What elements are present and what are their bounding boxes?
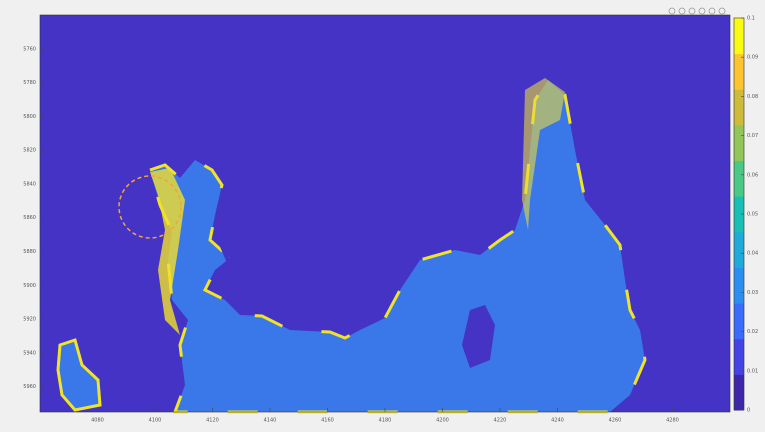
toolbar-icon[interactable]: [689, 8, 695, 14]
colorbar-tick-label: 0.09: [747, 55, 758, 61]
toolbar-icon[interactable]: [709, 8, 715, 14]
y-tick-label: 5880: [23, 249, 36, 255]
toolbar-icon[interactable]: [719, 8, 725, 14]
toolbar-icon[interactable]: [679, 8, 685, 14]
colorbar-tick-label: 0.05: [747, 212, 758, 218]
colorbar-tick-label: 0.02: [747, 329, 758, 335]
colorbar-segment: [734, 125, 744, 161]
y-tick-label: 5860: [23, 215, 36, 221]
y-tick-label: 5960: [23, 384, 36, 390]
colorbar-segment: [734, 232, 744, 268]
x-tick-label: 4200: [436, 418, 449, 424]
colorbar-tick-label: 0.03: [747, 290, 758, 296]
colorbar-segment: [734, 89, 744, 125]
colorbar-tick-label: 0.07: [747, 133, 758, 139]
x-tick-label: 4080: [91, 418, 104, 424]
toolbar-icon[interactable]: [669, 8, 675, 14]
x-tick-label: 4240: [551, 418, 564, 424]
colorbar-segment: [734, 54, 744, 90]
y-tick-label: 5800: [23, 114, 36, 120]
x-tick-label: 4260: [609, 418, 622, 424]
y-tick-label: 5920: [23, 317, 36, 323]
colorbar-segment: [734, 18, 744, 54]
figure: 0 0.01 0.02 0.03 0.04 0.05 0.06 0.07 0.08 0.09 0.1…: [0, 0, 765, 432]
colorbar-segment: [734, 267, 744, 303]
x-tick-label: 4100: [149, 418, 162, 424]
x-tick-label: 4160: [321, 418, 334, 424]
x-tick-label: 4180: [379, 418, 392, 424]
colorbar-segment: [734, 374, 744, 410]
x-tick-label: 4220: [494, 418, 507, 424]
colorbar-tick-label: 0.08: [747, 94, 758, 100]
colorbar-segment: [734, 339, 744, 375]
y-tick-label: 5900: [23, 283, 36, 289]
colorbar-segment: [734, 161, 744, 197]
colorbar-tick-label: 0.1: [747, 16, 755, 22]
x-tick-label: 4140: [264, 418, 277, 424]
x-tick-label: 4280: [666, 418, 679, 424]
colorbar-tick-label: 0.04: [747, 251, 758, 257]
y-tick-label: 5840: [23, 181, 36, 187]
toolbar[interactable]: [669, 8, 725, 14]
y-tick-label: 5940: [23, 350, 36, 356]
colorbar-tick-label: 0.01: [747, 368, 758, 374]
colorbar-segment: [734, 303, 744, 339]
y-tick-label: 5780: [23, 80, 36, 86]
colorbar: 0 0.01 0.02 0.03 0.04 0.05 0.06 0.07 0.08 0.09 0.1: [734, 16, 758, 414]
colorbar-tick-label: 0: [747, 408, 750, 414]
x-tick-label: 4120: [206, 418, 219, 424]
y-tick-label: 5820: [23, 148, 36, 154]
y-tick-label: 5760: [23, 46, 36, 52]
colorbar-tick-label: 0.06: [747, 172, 758, 178]
page: {"chart_data": {"type": "heatmap", "xlim…: [0, 0, 765, 432]
toolbar-icon[interactable]: [699, 8, 705, 14]
